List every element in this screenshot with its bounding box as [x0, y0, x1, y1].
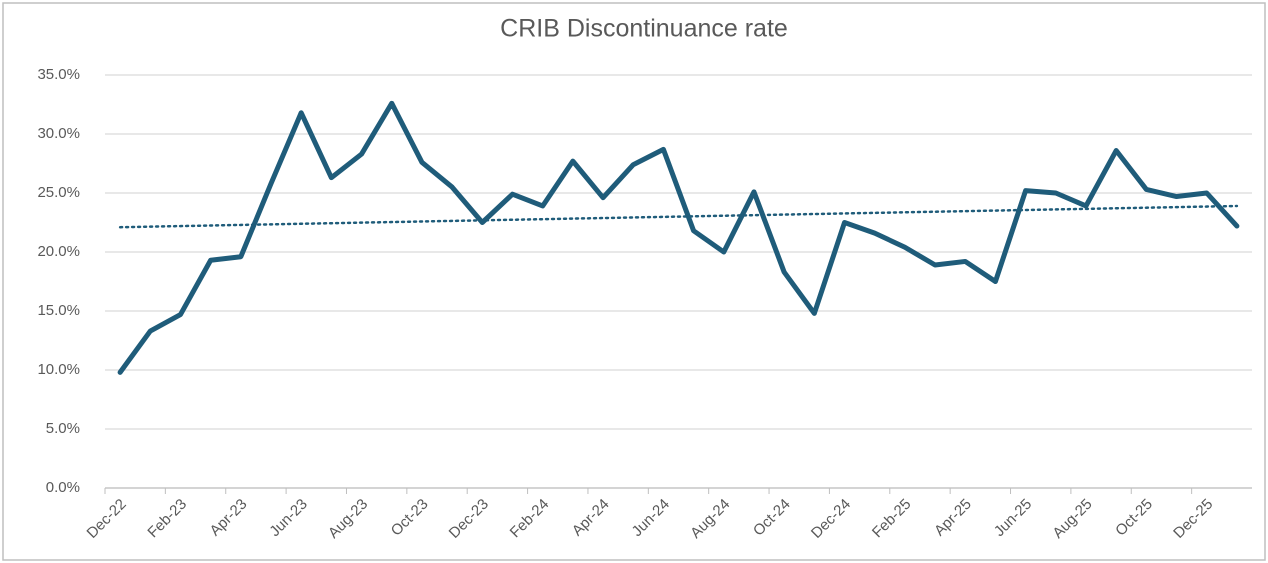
- y-tick-label: 5.0%: [46, 420, 80, 437]
- y-tick-label: 35.0%: [37, 66, 80, 83]
- chart-title: CRIB Discontinuance rate: [500, 15, 788, 43]
- y-tick-label: 20.0%: [37, 243, 80, 260]
- y-tick-label: 0.0%: [46, 479, 80, 496]
- trend-line: [118, 204, 1239, 229]
- y-tick-label: 15.0%: [37, 302, 80, 319]
- y-tick-label: 25.0%: [37, 184, 80, 201]
- y-tick-label: 10.0%: [37, 361, 80, 378]
- data-line: [117, 100, 1240, 375]
- y-tick-label: 30.0%: [37, 125, 80, 142]
